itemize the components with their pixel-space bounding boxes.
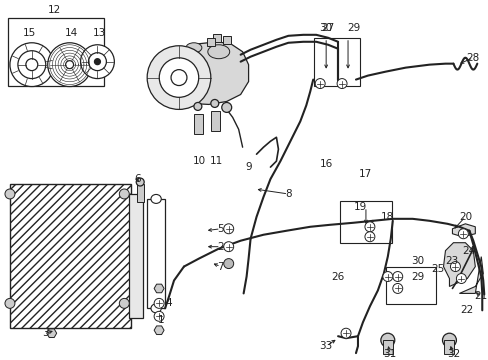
Bar [385, 266, 435, 304]
Polygon shape [458, 257, 482, 293]
Text: 30: 30 [410, 256, 423, 266]
Circle shape [442, 333, 455, 347]
Text: 9: 9 [245, 162, 251, 172]
Text: 29: 29 [346, 23, 360, 33]
Circle shape [5, 298, 15, 309]
Text: 17: 17 [359, 169, 372, 179]
Polygon shape [171, 42, 248, 104]
Text: 23: 23 [444, 256, 457, 266]
Circle shape [18, 51, 46, 78]
Ellipse shape [151, 304, 161, 313]
Text: 6: 6 [134, 174, 140, 184]
Text: 25: 25 [430, 264, 443, 274]
Bar [137, 184, 144, 202]
Polygon shape [443, 243, 474, 287]
Polygon shape [154, 326, 164, 334]
Circle shape [340, 328, 350, 338]
Circle shape [48, 43, 91, 86]
Text: 4: 4 [165, 298, 172, 309]
Circle shape [380, 333, 394, 347]
Circle shape [364, 222, 374, 232]
Bar [314, 38, 359, 86]
Text: 24: 24 [462, 246, 475, 256]
Circle shape [221, 103, 231, 112]
Ellipse shape [151, 194, 161, 203]
Bar [210, 111, 219, 131]
Circle shape [171, 69, 186, 86]
Circle shape [457, 229, 468, 239]
Circle shape [65, 61, 73, 69]
Polygon shape [451, 224, 474, 237]
Bar [8, 18, 104, 86]
Bar [129, 194, 143, 318]
Text: 2: 2 [217, 242, 224, 252]
Text: 32: 32 [446, 349, 459, 359]
Text: 13: 13 [93, 28, 106, 38]
Circle shape [119, 189, 129, 199]
Circle shape [26, 59, 38, 71]
Bar [339, 201, 391, 243]
Circle shape [159, 58, 198, 97]
Text: 19: 19 [353, 202, 366, 212]
Circle shape [5, 189, 15, 199]
Ellipse shape [185, 43, 202, 53]
Circle shape [136, 178, 144, 186]
Bar [206, 38, 214, 46]
Text: 33: 33 [319, 341, 332, 351]
Text: 16: 16 [319, 159, 332, 169]
Text: 26: 26 [331, 271, 344, 282]
Bar [147, 199, 165, 309]
Circle shape [224, 242, 233, 252]
Circle shape [382, 271, 392, 282]
Circle shape [224, 224, 233, 234]
Polygon shape [154, 284, 164, 293]
Text: 29: 29 [410, 271, 424, 282]
Polygon shape [47, 329, 57, 338]
Text: 27: 27 [321, 23, 334, 33]
Circle shape [210, 99, 218, 107]
Text: 18: 18 [381, 212, 394, 222]
Text: 1: 1 [158, 315, 164, 325]
Bar [223, 36, 230, 44]
Circle shape [154, 311, 164, 321]
Bar [444, 340, 453, 354]
Text: 3: 3 [42, 328, 49, 338]
Circle shape [194, 103, 202, 111]
Text: 10: 10 [192, 156, 205, 166]
Text: 14: 14 [65, 28, 78, 38]
Text: 31: 31 [383, 349, 396, 359]
Bar [10, 184, 131, 328]
Text: 28: 28 [466, 53, 479, 63]
Circle shape [315, 78, 325, 89]
Text: 7: 7 [217, 262, 224, 271]
Circle shape [94, 59, 100, 65]
Bar [212, 34, 220, 42]
Circle shape [364, 232, 374, 242]
Ellipse shape [207, 45, 229, 59]
Text: 30: 30 [319, 23, 332, 33]
Text: 12: 12 [48, 5, 61, 15]
Text: 20: 20 [458, 212, 471, 222]
Text: 22: 22 [460, 305, 473, 315]
Circle shape [154, 298, 164, 309]
Circle shape [449, 262, 460, 271]
Text: 11: 11 [210, 156, 223, 166]
Circle shape [88, 53, 106, 71]
Bar [382, 340, 392, 354]
Text: 8: 8 [285, 189, 291, 199]
Circle shape [392, 283, 402, 293]
Circle shape [336, 78, 346, 89]
Circle shape [224, 258, 233, 269]
Circle shape [119, 298, 129, 309]
Circle shape [81, 45, 114, 78]
Circle shape [392, 271, 402, 282]
Text: 21: 21 [474, 291, 487, 301]
Bar [194, 114, 203, 134]
Circle shape [147, 46, 210, 109]
Text: 5: 5 [217, 224, 224, 234]
Circle shape [455, 274, 466, 283]
Circle shape [10, 43, 54, 86]
Text: 15: 15 [23, 28, 37, 38]
